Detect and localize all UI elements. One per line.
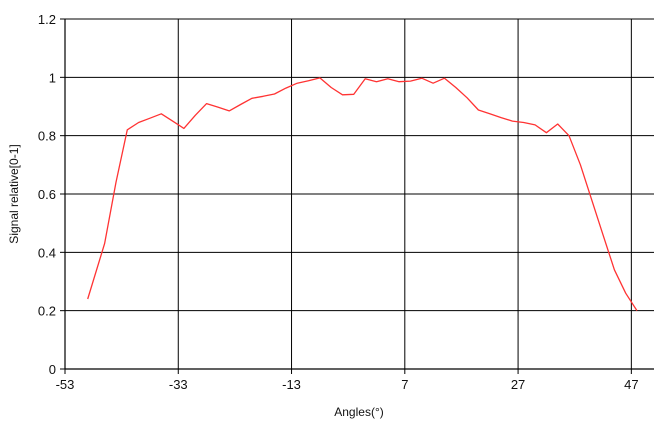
axes xyxy=(60,18,654,374)
y-tick-label: 1.2 xyxy=(38,12,56,27)
x-tick-label: 27 xyxy=(511,377,525,392)
y-axis-title: Signal relative[0-1] xyxy=(7,144,21,243)
x-tick-label: -33 xyxy=(169,377,188,392)
x-tick-label: -53 xyxy=(56,377,75,392)
y-tick-label: 0.6 xyxy=(38,187,56,202)
y-tick-label: 0.8 xyxy=(38,129,56,144)
tick-labels: 0 0.2 0.4 0.6 0.8 1 1.2 -53 -33 -13 7 27 47 xyxy=(38,12,639,392)
y-tick-label: 0.4 xyxy=(38,245,56,260)
y-tick-label: 0.2 xyxy=(38,304,56,319)
y-tick-label: 0 xyxy=(49,362,56,377)
series-line xyxy=(87,77,638,312)
x-tick-label: 47 xyxy=(624,377,638,392)
x-tick-label: 7 xyxy=(401,377,408,392)
y-tick-label: 1 xyxy=(49,70,56,85)
x-tick-label: -13 xyxy=(282,377,301,392)
x-axis-title: Angles(°) xyxy=(334,405,383,419)
series-layer xyxy=(87,77,638,312)
